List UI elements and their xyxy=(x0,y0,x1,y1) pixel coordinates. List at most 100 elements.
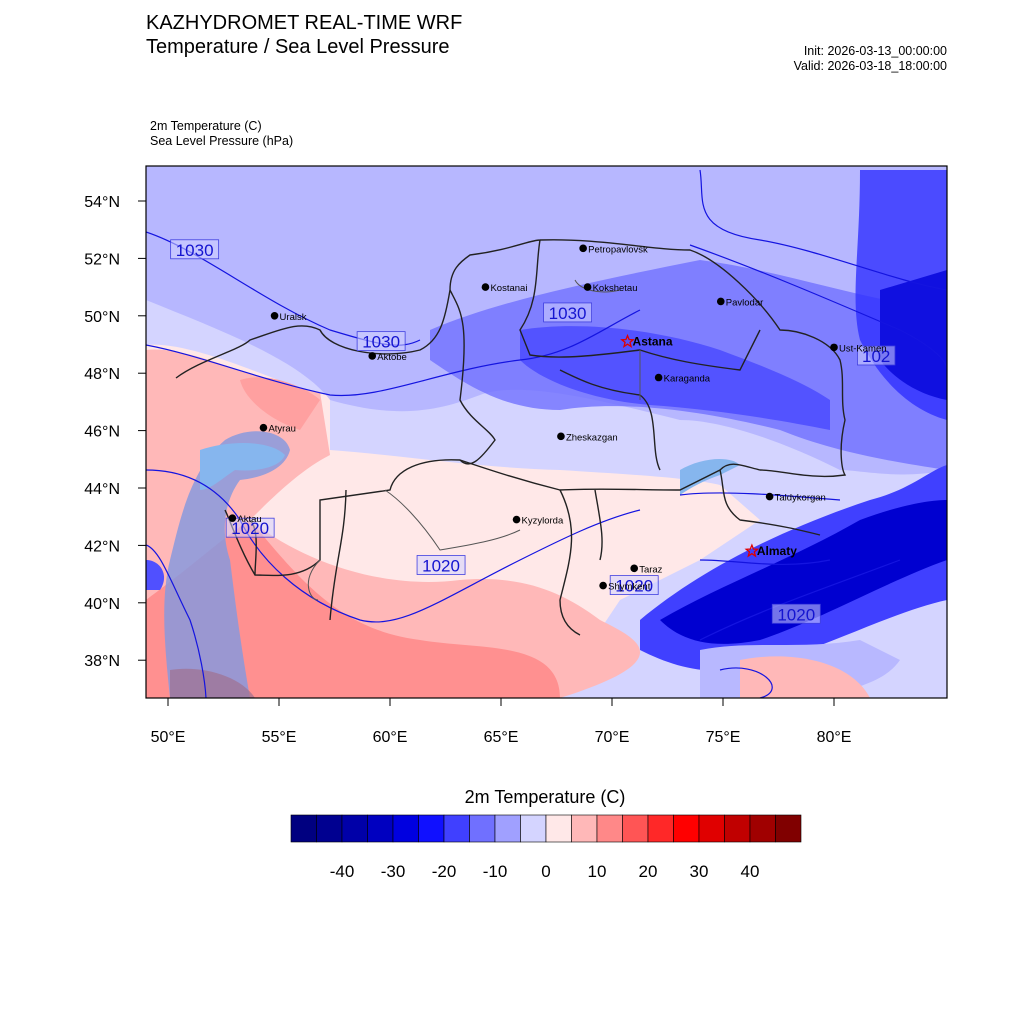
city-marker: Shymkent xyxy=(599,582,651,593)
colorbar-tick-label: 30 xyxy=(690,862,709,881)
valid-time: Valid: 2026-03-18_18:00:00 xyxy=(793,59,947,73)
capital-star-icon xyxy=(744,543,760,558)
admin-boundaries xyxy=(175,239,847,636)
city-marker: Atyrau xyxy=(259,424,296,435)
lat-tick-label: 38°N xyxy=(84,653,120,670)
city-marker: Ust-Kamen xyxy=(830,343,887,354)
city-label: Taraz xyxy=(639,564,662,575)
city-dot-icon xyxy=(579,244,587,253)
city-label: Aktau xyxy=(237,514,261,525)
city-dot-icon xyxy=(481,283,490,291)
colorbar-tick-label: 0 xyxy=(541,862,550,881)
svg-text:1020: 1020 xyxy=(231,519,269,538)
city-label: Taldykorgan xyxy=(775,493,826,504)
colorbar-swatch xyxy=(443,814,470,843)
isobar-label: 1030 xyxy=(356,331,406,352)
lon-tick-label: 60°E xyxy=(373,729,408,746)
colorbar-swatch xyxy=(749,814,776,843)
field-label-pressure: Sea Level Pressure (hPa) xyxy=(150,134,294,148)
city-label: Aktobe xyxy=(377,352,407,363)
city-label: Kokshetau xyxy=(593,283,638,294)
temperature-field xyxy=(146,166,947,698)
lon-tick-label: 65°E xyxy=(484,729,519,746)
lon-tick-label: 70°E xyxy=(595,729,630,746)
city-dot-icon xyxy=(557,432,565,441)
city-dot-icon xyxy=(368,352,377,360)
isobar-label: 1020 xyxy=(609,575,659,596)
city-dot-icon xyxy=(765,492,774,501)
colorbar-swatch xyxy=(367,814,394,843)
svg-text:1030: 1030 xyxy=(549,304,587,323)
city-marker: Karaganda xyxy=(654,374,711,385)
lat-tick-label: 52°N xyxy=(84,251,120,268)
isobar-label: 1020 xyxy=(416,555,466,575)
colorbar-swatch xyxy=(775,814,802,843)
city-marker: Kokshetau xyxy=(583,283,638,294)
isobar-label: 1030 xyxy=(543,302,592,323)
city-marker: Uralsk xyxy=(270,312,307,323)
svg-text:1020: 1020 xyxy=(777,605,815,624)
svg-text:1020: 1020 xyxy=(615,577,653,596)
city-dot-icon xyxy=(512,515,521,524)
lat-tick-label: 40°N xyxy=(84,596,120,613)
lat-tick-label: 42°N xyxy=(84,538,120,555)
colorbar-title: 2m Temperature (C) xyxy=(464,787,626,807)
colorbar: -40 -30 -20 -10 0 10 20 30 40 xyxy=(290,814,802,881)
region-boundaries xyxy=(307,279,641,601)
colorbar-swatch xyxy=(545,814,572,843)
city-dot-icon xyxy=(583,283,592,291)
city-marker: Astana xyxy=(620,333,673,349)
city-marker: Kostanai xyxy=(481,283,527,294)
lat-tick-label: 50°N xyxy=(84,309,120,326)
colorbar-swatch xyxy=(571,814,598,843)
colorbar-swatch xyxy=(647,814,674,843)
city-label: Astana xyxy=(633,335,673,349)
init-time: Init: 2026-03-13_00:00:00 xyxy=(803,44,947,58)
city-label: Kostanai xyxy=(490,283,527,294)
colorbar-swatch xyxy=(494,814,521,843)
city-label: Almaty xyxy=(757,544,797,558)
city-marker: Taldykorgan xyxy=(765,492,826,504)
colorbar-swatch xyxy=(596,814,623,843)
colorbar-swatch xyxy=(316,814,343,843)
lon-tick-label: 80°E xyxy=(817,729,852,746)
map-title: KAZHYDROMET REAL-TIME WRF xyxy=(146,12,463,34)
isobar-label: 1030 xyxy=(170,239,220,260)
colorbar-tick-label: 10 xyxy=(588,862,607,881)
city-marker: Kyzylorda xyxy=(512,515,564,527)
colorbar-tick-label: 40 xyxy=(741,862,760,881)
isobar-label: 102 xyxy=(857,345,896,366)
city-label: Karaganda xyxy=(664,374,711,385)
map-subtitle: Temperature / Sea Level Pressure xyxy=(146,36,450,58)
lat-tick-label: 44°N xyxy=(84,481,120,498)
city-marker: Zheskazgan xyxy=(557,432,618,443)
lat-tick-label: 48°N xyxy=(84,366,120,383)
city-dot-icon xyxy=(630,564,638,573)
city-dot-icon xyxy=(830,343,838,352)
colorbar-swatch xyxy=(698,814,725,843)
field-label-temperature: 2m Temperature (C) xyxy=(150,119,262,133)
run-times: Init: 2026-03-13_00:00:00 Valid: 2026-03… xyxy=(794,44,947,74)
city-dot-icon xyxy=(716,297,725,306)
isobar-label: 1020 xyxy=(771,603,821,624)
svg-text:1030: 1030 xyxy=(362,333,400,352)
colorbar-tick-label: -40 xyxy=(330,862,355,881)
colorbar-swatch xyxy=(290,814,317,843)
city-marker: Pavlodar xyxy=(716,297,763,308)
colorbar-swatch xyxy=(418,814,445,843)
map-frame xyxy=(145,165,948,699)
city-marker: Petropavlovsk xyxy=(579,244,648,255)
city-label: Kyzylorda xyxy=(522,516,564,527)
colorbar-swatch xyxy=(622,814,649,843)
colorbar-swatch xyxy=(469,814,496,843)
city-label: Zheskazgan xyxy=(566,432,618,443)
colorbar-tick-label: -30 xyxy=(381,862,406,881)
city-dot-icon xyxy=(228,514,237,522)
city-label: Atyrau xyxy=(268,424,295,435)
city-label: Petropavlovsk xyxy=(588,244,648,255)
lon-tick-label: 50°E xyxy=(151,729,186,746)
colorbar-swatch xyxy=(673,814,700,843)
city-marker: Aktau xyxy=(228,514,262,525)
city-dot-icon xyxy=(270,312,279,320)
